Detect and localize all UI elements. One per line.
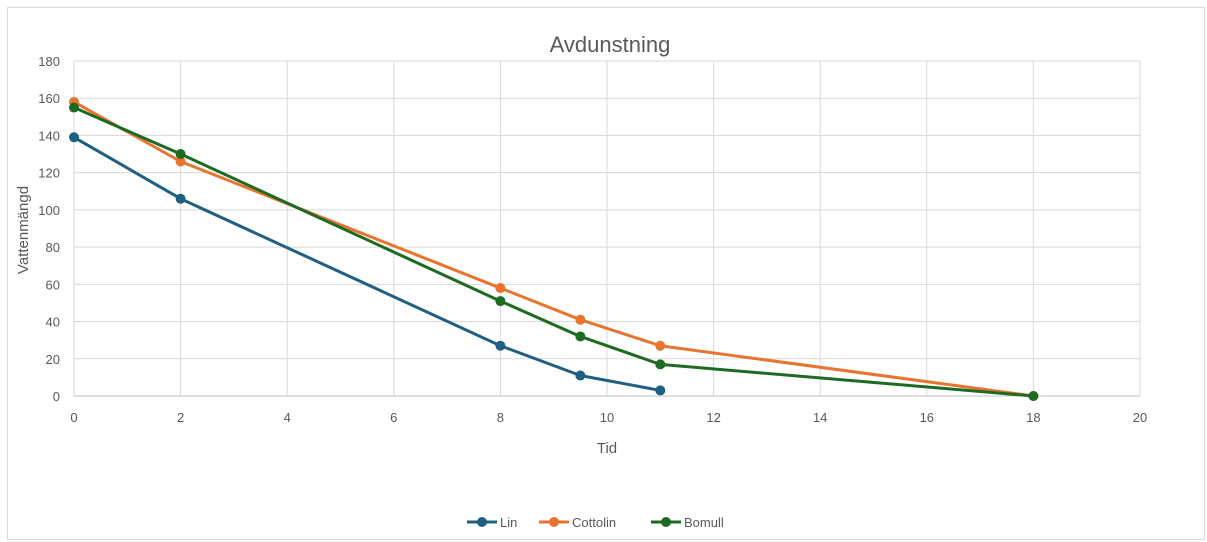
legend-item-lin[interactable]: Lin	[467, 515, 517, 530]
legend-swatch-marker	[477, 517, 487, 527]
data-point-lin	[655, 385, 666, 396]
series-line-bomull	[73, 106, 1034, 398]
data-point-lin	[69, 132, 79, 143]
y-tick-label: 120	[38, 166, 60, 181]
legend-item-cottolin[interactable]: Cottolin	[539, 515, 616, 530]
data-point-lin	[495, 340, 506, 351]
x-tick-label: 2	[177, 410, 184, 425]
legend-item-bomull[interactable]: Bomull	[651, 515, 724, 530]
y-tick-label: 20	[46, 352, 60, 367]
data-point-cottolin	[575, 314, 586, 325]
x-tick-label: 18	[1026, 410, 1040, 425]
x-tick-label: 16	[920, 410, 934, 425]
x-tick-label: 14	[813, 410, 827, 425]
x-tick-label: 4	[284, 410, 291, 425]
y-tick-labels: 0 20 40 60 80 100 120 140 160 180	[38, 54, 60, 404]
y-tick-label: 160	[38, 91, 60, 106]
y-tick-label: 0	[53, 389, 60, 404]
data-point-bomull	[655, 359, 666, 370]
y-tick-label: 60	[46, 277, 60, 292]
data-point-cottolin	[655, 340, 666, 351]
series-line-cottolin	[73, 100, 1034, 398]
series-lin	[69, 132, 666, 396]
data-point-cottolin	[175, 156, 186, 167]
data-point-bomull	[495, 296, 506, 307]
x-tick-label: 12	[706, 410, 720, 425]
y-axis-title: Vattenmängd	[15, 186, 32, 274]
chart-frame	[7, 7, 1205, 540]
y-tick-label: 40	[46, 315, 60, 330]
chart-title: Avdunstning	[550, 32, 671, 57]
series-cottolin	[69, 96, 1039, 401]
y-tick-label: 100	[38, 203, 60, 218]
legend-swatch-marker	[661, 517, 671, 527]
x-axis-title: Tid	[597, 440, 617, 457]
legend-label: Lin	[500, 515, 517, 530]
series-line-lin	[73, 136, 661, 392]
legend-label: Bomull	[684, 515, 724, 530]
y-tick-label: 180	[38, 54, 60, 69]
x-tick-label: 20	[1133, 410, 1147, 425]
series-bomull	[69, 102, 1039, 401]
y-tick-label: 80	[46, 240, 60, 255]
legend-swatch-marker	[549, 517, 559, 527]
x-tick-label: 10	[600, 410, 614, 425]
data-point-bomull	[175, 149, 186, 160]
data-point-bomull	[1028, 391, 1039, 401]
x-tick-label: 8	[497, 410, 504, 425]
x-tick-label: 0	[70, 410, 77, 425]
x-tick-labels: 0 2 4 6 8 10 12 14 16 18 20	[70, 410, 1147, 425]
data-point-bomull	[575, 331, 586, 342]
data-point-lin	[575, 370, 586, 381]
data-point-bomull	[69, 102, 79, 113]
legend: Lin Cottolin Bomull	[467, 515, 724, 530]
gridlines	[73, 60, 1141, 397]
y-tick-label: 140	[38, 128, 60, 143]
data-point-lin	[175, 193, 186, 204]
legend-label: Cottolin	[572, 515, 616, 530]
data-point-cottolin	[495, 283, 506, 294]
series-group	[69, 96, 1039, 401]
x-tick-label: 6	[390, 410, 397, 425]
